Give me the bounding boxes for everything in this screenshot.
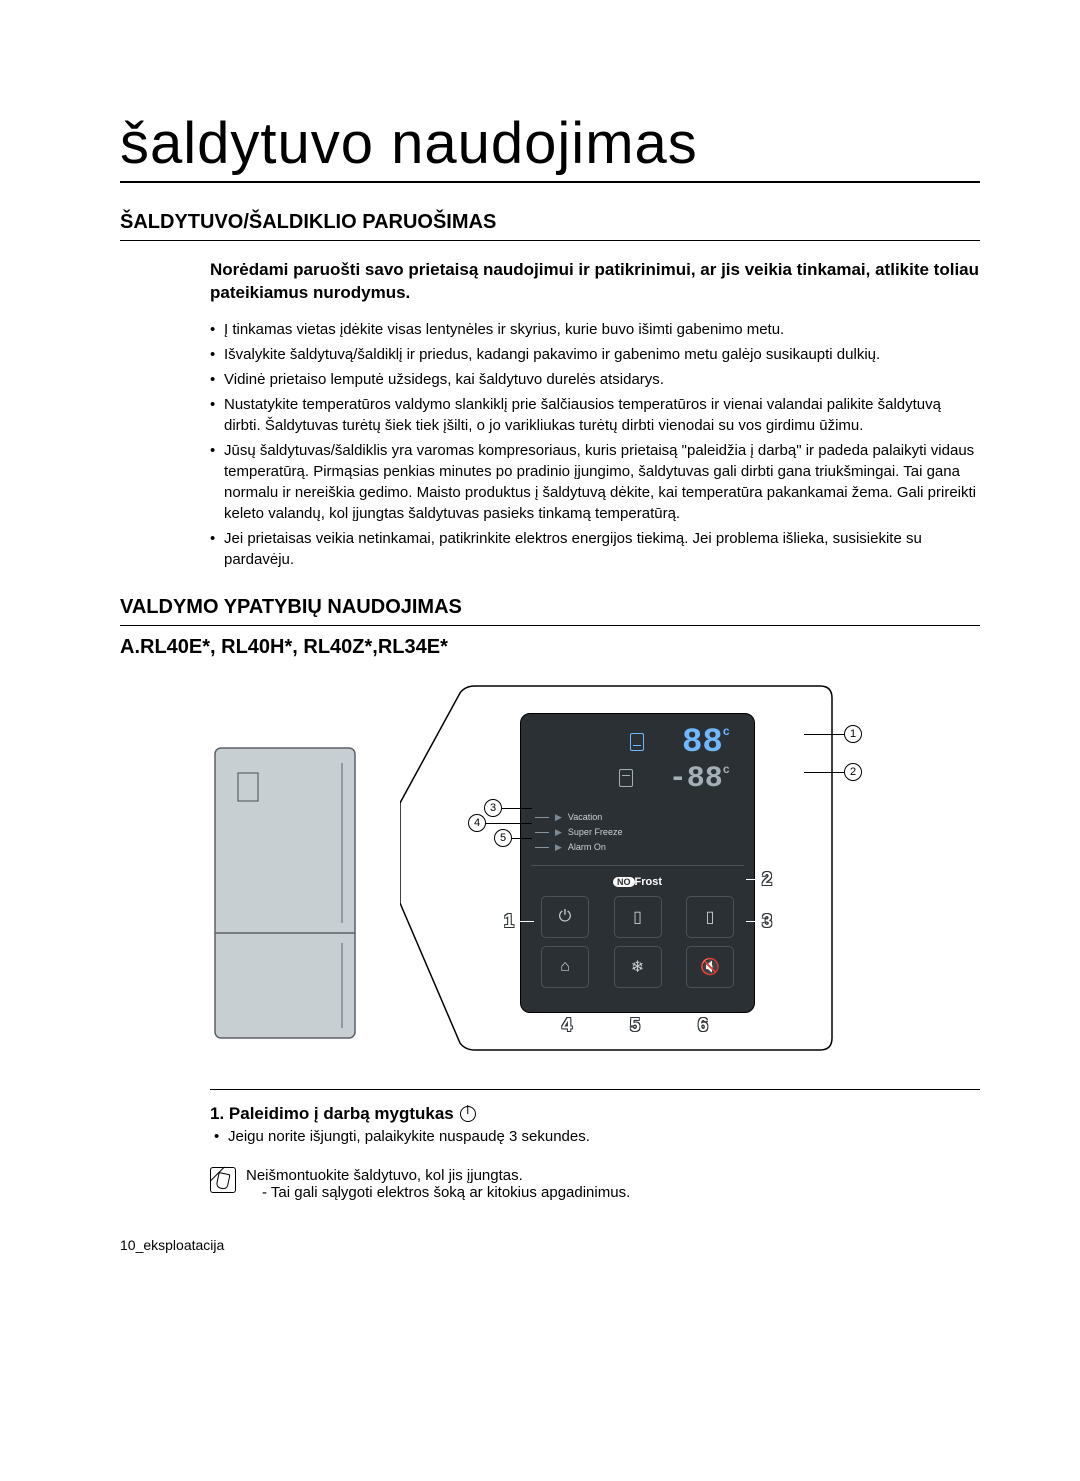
model-list: A.RL40E*, RL40H*, RL40Z*,RL34E*	[120, 636, 980, 659]
fridge-temp-unit: c	[723, 725, 730, 739]
fridge-temp-value: 88	[682, 724, 723, 762]
nofrost-label: NOFrost	[535, 876, 740, 888]
feature-body: Jeigu norite išjungti, palaikykite nuspa…	[210, 1128, 980, 1145]
bullet-item: Į tinkamas vietas įdėkite visas lentynėl…	[210, 319, 980, 340]
freezer-temp-display: -88c	[535, 764, 740, 794]
page-title: šaldytuvo naudojimas	[120, 110, 980, 183]
bullet-item: Jūsų šaldytuvas/šaldiklis yra varomas ko…	[210, 440, 980, 524]
diagram-area: 88c -88c ▶Vacation ▶Super Freeze ▶Alarm …	[210, 683, 980, 1063]
fridge-temp-display: 88c	[535, 726, 740, 760]
callout-num-6: 6	[698, 1015, 708, 1036]
bullet-item: Jei prietaisas veikia netinkamai, patikr…	[210, 528, 980, 570]
mode-label: Vacation	[568, 812, 602, 822]
feature-block: 1. Paleidimo į darbą mygtukas Jeigu nori…	[210, 1089, 980, 1201]
super-freeze-button[interactable]: ❄	[614, 946, 662, 988]
mode-indicators: ▶Vacation ▶Super Freeze ▶Alarm On	[535, 810, 740, 855]
fridge-temp-button[interactable]: ▯	[614, 896, 662, 938]
callout-circled-5: 5	[494, 829, 512, 847]
warning-line-2: - Tai gali sąlygoti elektros šoką ar kit…	[246, 1184, 630, 1201]
warning-line-1: Neišmontuokite šaldytuvo, kol jis įjungt…	[246, 1167, 630, 1184]
callout-circled-4: 4	[468, 814, 486, 832]
bullet-item: Išvalykite šaldytuvą/šaldiklį ir priedus…	[210, 344, 980, 365]
mode-label: Super Freeze	[568, 827, 623, 837]
control-panel-callout: 88c -88c ▶Vacation ▶Super Freeze ▶Alarm …	[400, 683, 920, 1063]
callout-circled-2: 2	[844, 763, 862, 781]
section-heading-controls: VALDYMO YPATYBIŲ NAUDOJIMAS	[120, 596, 980, 626]
callout-circled-3: 3	[484, 799, 502, 817]
divider	[210, 1089, 980, 1090]
control-panel: 88c -88c ▶Vacation ▶Super Freeze ▶Alarm …	[520, 713, 755, 1013]
freezer-temp-unit: c	[723, 763, 730, 777]
callout-num-2: 2	[762, 869, 772, 890]
callout-num-3: 3	[762, 911, 772, 932]
page-footer: 10_eksploatacija	[120, 1237, 980, 1253]
alarm-button[interactable]: 🔇	[686, 946, 734, 988]
do-not-disassemble-icon	[210, 1167, 236, 1193]
setup-content: Norėdami paruošti savo prietaisą naudoji…	[210, 259, 980, 570]
callout-circled-1: 1	[844, 725, 862, 743]
callout-num-5: 5	[630, 1015, 640, 1036]
section-heading-setup: ŠALDYTUVO/ŠALDIKLIO PARUOŠIMAS	[120, 211, 980, 241]
fridge-illustration	[210, 743, 360, 1043]
power-icon	[460, 1106, 476, 1122]
freezer-compartment-icon	[619, 769, 633, 787]
setup-bullets: Į tinkamas vietas įdėkite visas lentynėl…	[210, 319, 980, 570]
power-button[interactable]: ⏻	[541, 896, 589, 938]
fridge-compartment-icon	[630, 733, 644, 751]
bullet-item: Nustatykite temperatūros valdymo slankik…	[210, 394, 980, 436]
mode-label: Alarm On	[568, 842, 606, 852]
vacation-button[interactable]: ⌂	[541, 946, 589, 988]
freezer-temp-value: -88	[669, 762, 723, 796]
bullet-item: Vidinė prietaiso lemputė užsidegs, kai š…	[210, 369, 980, 390]
feature-title: 1. Paleidimo į darbą mygtukas	[210, 1104, 980, 1124]
callout-num-1: 1	[504, 911, 514, 932]
freezer-temp-button[interactable]: ▯	[686, 896, 734, 938]
callout-num-4: 4	[562, 1015, 572, 1036]
setup-intro: Norėdami paruošti savo prietaisą naudoji…	[210, 259, 980, 305]
warning-row: Neišmontuokite šaldytuvo, kol jis įjungt…	[210, 1167, 980, 1201]
